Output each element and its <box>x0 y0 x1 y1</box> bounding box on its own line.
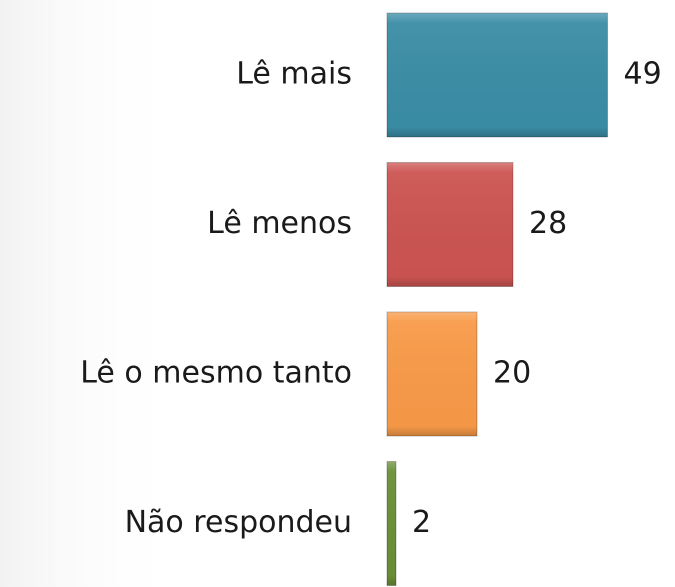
value-label: 28 <box>529 206 567 241</box>
category-label: Lê o mesmo tanto <box>80 356 352 391</box>
value-label: 2 <box>412 505 431 540</box>
category-label: Lê menos <box>207 206 352 241</box>
bar-shade <box>387 312 477 436</box>
category-label: Não respondeu <box>125 505 352 540</box>
value-label: 20 <box>493 356 531 391</box>
value-label: 49 <box>624 57 662 92</box>
bar-shade <box>387 461 396 586</box>
category-label: Lê mais <box>236 57 352 92</box>
background-decoration <box>0 0 180 587</box>
bar-shade <box>387 162 513 287</box>
bar-shade <box>387 13 608 137</box>
